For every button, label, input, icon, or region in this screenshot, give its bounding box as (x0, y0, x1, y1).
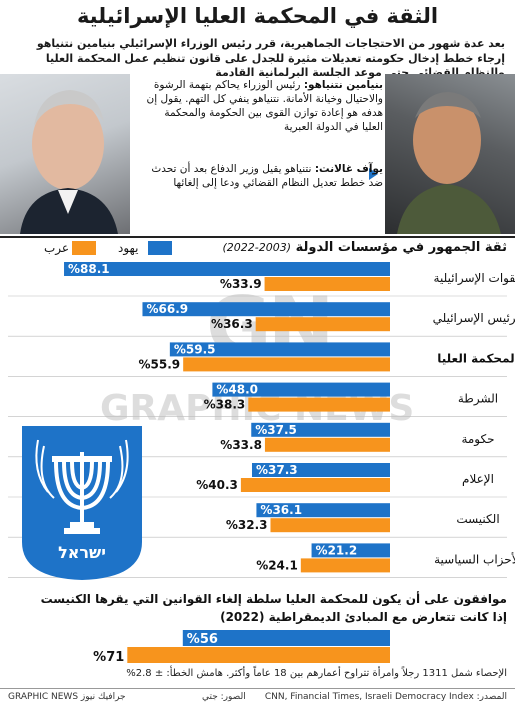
brand-text: GRAPHIC NEWS جرافيك نيوز (8, 692, 126, 702)
photo-credit: الصور: جتي (202, 692, 246, 702)
portrait-netanyahu (0, 74, 130, 234)
legend-swatch-arabs (72, 241, 96, 255)
bar-label-arabs: %38.3 (204, 398, 246, 412)
quote-text: رئيس الوزراء يحاكم بتهمة الرشوة والاحتيا… (146, 79, 384, 133)
bar-label-jews: %37.3 (256, 463, 298, 477)
bar-arabs (300, 558, 390, 573)
israel-emblem-icon: ישראל (18, 422, 146, 582)
question-label-jews: %56 (187, 632, 218, 647)
bar-label-jews: %48.0 (216, 383, 258, 397)
category-label: الشرطة (458, 392, 498, 407)
bar-label-arabs: %33.9 (220, 277, 262, 291)
question-heading: موافقون على أن يكون للمحكمة العليا سلطة … (40, 592, 507, 624)
category-label: الرئيس الإسرائيلي (433, 311, 515, 326)
bar-arabs (264, 277, 390, 291)
watermark-text: GRAPHIC NEWS (100, 388, 415, 429)
quote-name: يوآف غالانت: (314, 163, 383, 175)
chart-heading: ثقة الجمهور في مؤسسات الدولة (2003-2022) (223, 240, 508, 255)
bar-label-arabs: %24.1 (256, 558, 298, 572)
bar-label-jews: %37.5 (255, 423, 297, 437)
bar-label-arabs: %40.3 (196, 478, 238, 492)
bar-label-jews: %21.2 (316, 543, 358, 557)
category-label: الإعلام (462, 472, 494, 486)
quote-gallant: يوآف غالانت: نتنياهو يقيل وزير الدفاع بع… (143, 162, 383, 190)
portrait-gallant (385, 74, 515, 234)
bar-label-arabs: %33.8 (220, 438, 262, 452)
bar-label-arabs: %55.9 (139, 357, 181, 371)
chart-title: ثقة الجمهور في مؤسسات الدولة (295, 240, 507, 255)
bar-jews (311, 543, 390, 558)
legend-swatch-jews (148, 241, 172, 255)
bar-arabs (183, 357, 390, 372)
category-label: المحكمة العليا (437, 351, 515, 365)
section-divider (0, 236, 515, 238)
bar-label-arabs: %32.3 (226, 518, 268, 532)
bar-arabs (255, 317, 390, 332)
quote-name: بنيامين نتنياهو: (303, 79, 383, 91)
question-label-arabs: %71 (93, 650, 124, 665)
bar-jews (169, 342, 390, 357)
bar-label-arabs: %36.3 (211, 317, 253, 331)
category-label: الكنيست (456, 512, 499, 526)
question-bar-arabs (127, 647, 391, 663)
legend-label-arabs: عرب (44, 241, 70, 255)
question-bar-jews (182, 630, 390, 646)
intro-text: بعد عدة شهور من الاحتجاجات الجماهيرية، ق… (36, 37, 505, 79)
bar-arabs (240, 478, 390, 492)
category-label: حكومة (461, 432, 494, 447)
category-label: القوات الإسرائيلية (434, 271, 515, 286)
bar-jews (251, 463, 390, 477)
category-label: الأحزاب السياسية (434, 551, 515, 567)
bar-jews (64, 262, 390, 276)
bar-jews (212, 382, 390, 397)
bar-label-jews: %36.1 (260, 503, 302, 517)
quote-arrow-icon (369, 168, 378, 180)
chart-years: (2003-2022) (222, 241, 292, 254)
legend-label-jews: يهود (118, 241, 139, 255)
footer-divider (0, 688, 515, 689)
bar-arabs (248, 397, 390, 412)
bar-jews (251, 422, 390, 437)
footer: المصدر: CNN, Financial Times, Israeli De… (0, 692, 515, 710)
bar-label-jews: %88.1 (68, 262, 110, 276)
quote-netanyahu: بنيامين نتنياهو: رئيس الوزراء يحاكم بتهم… (143, 78, 384, 134)
bar-arabs (270, 518, 390, 533)
bar-arabs (264, 437, 390, 452)
bar-label-jews: %59.5 (174, 342, 216, 356)
footnote: الإحصاء شمل 1311 رجلاً وامرأة تتراوح أعم… (126, 668, 507, 679)
page-title: الثقة في المحكمة العليا الإسرائيلية (76, 4, 439, 28)
emblem-text: ישראל (58, 543, 106, 562)
bar-jews (256, 503, 390, 518)
bar-jews (142, 302, 390, 317)
quote-text: نتنياهو يقيل وزير الدفاع بعد أن تحدث ضد … (151, 163, 383, 189)
watermark-logo: GN (206, 280, 335, 373)
source-text: المصدر: CNN, Financial Times, Israeli De… (264, 692, 507, 702)
bar-label-jews: %66.9 (146, 302, 188, 316)
